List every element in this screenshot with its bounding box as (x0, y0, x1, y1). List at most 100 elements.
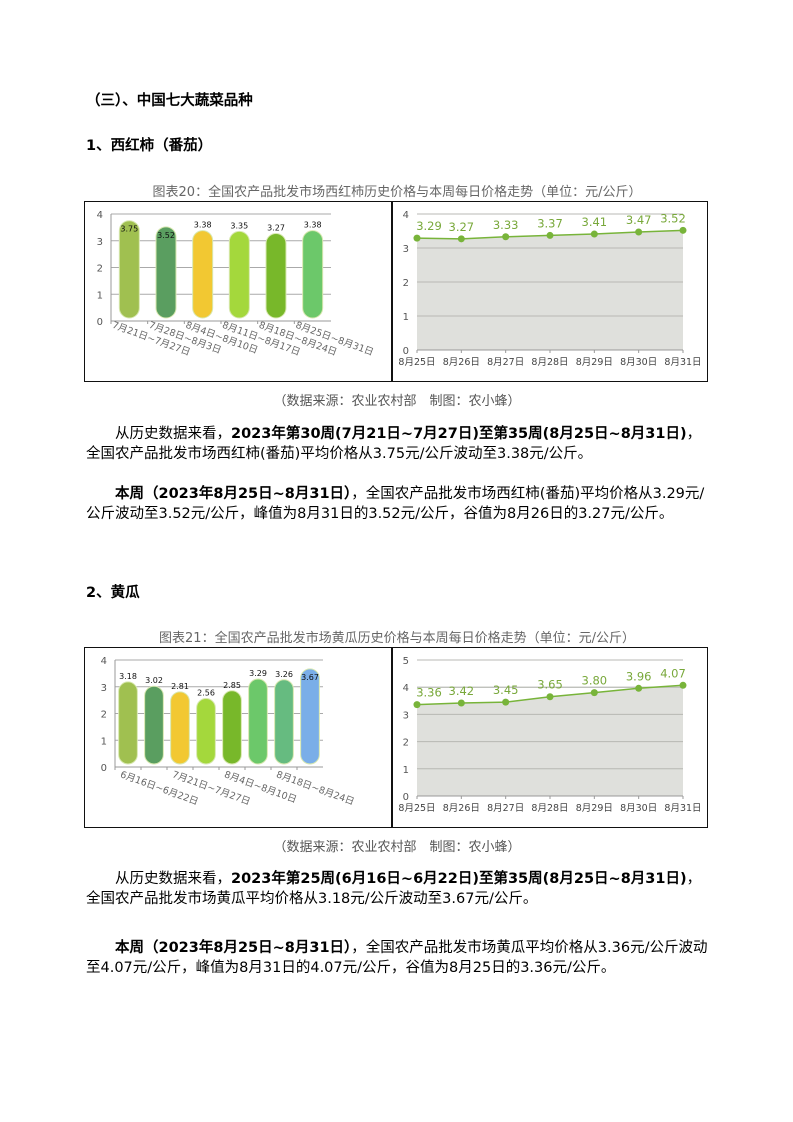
bar (302, 230, 324, 319)
point-value-label: 4.07 (660, 666, 686, 680)
y-tick-label: 3 (101, 683, 107, 694)
point-value-label: 3.96 (626, 669, 652, 683)
x-tick-label: 8月31日 (664, 357, 701, 368)
y-tick-label: 3 (403, 710, 409, 721)
data-point (457, 235, 465, 243)
bold-text: 2023年第30周(7月21日~7月27日)至第35周(8月25日~8月31日) (231, 426, 687, 442)
x-tick-label: 8月29日 (576, 803, 613, 814)
data-point (635, 684, 643, 692)
y-tick-label: 5 (403, 656, 409, 667)
cucumber-bar-chart: 012343.186月16日~6月22日3.022.817月21日~7月27日2… (101, 656, 356, 808)
data-point (413, 701, 421, 709)
y-tick-label: 3 (97, 237, 103, 248)
point-value-label: 3.45 (493, 683, 519, 697)
bar-value-label: 3.38 (304, 221, 322, 230)
data-point (502, 233, 510, 241)
x-tick-label: 8月26日 (443, 803, 480, 814)
tomato-bar-chart: 012343.757月21日~7月27日3.527月28日~8月3日3.388月… (97, 210, 375, 358)
x-tick-label: 8月29日 (576, 357, 613, 368)
bar (170, 691, 190, 765)
x-tick-label: 8月30日 (620, 803, 657, 814)
cucumber-week-paragraph: 本周（2023年8月25日~8月31日），全国农产品批发市场黄瓜平均价格从3.3… (86, 938, 708, 978)
area-fill (417, 685, 683, 796)
bar-value-label: 2.85 (223, 681, 241, 690)
y-tick-label: 2 (101, 710, 107, 721)
x-tick-label: 8月31日 (664, 803, 701, 814)
point-value-label: 3.41 (582, 215, 608, 229)
x-tick-label: 8月28日 (531, 357, 568, 368)
text: ，全国农产品批发市场黄瓜平均价格从3.36元/公斤波动至4.07元/公斤，峰值为… (86, 940, 708, 976)
chart-divider (391, 648, 393, 827)
point-value-label: 3.37 (537, 216, 563, 230)
bar (274, 679, 294, 765)
tomato-chart-caption: 图表20：全国农产品批发市场西红柿历史价格与本周每日价格走势（单位：元/公斤） (152, 185, 642, 200)
data-point (590, 230, 598, 238)
bar (222, 690, 242, 765)
y-tick-label: 1 (403, 765, 409, 776)
text: 从历史数据来看， (115, 871, 231, 887)
bar-value-label: 3.02 (145, 676, 163, 685)
tomato-line-chart: 0 1 2 3 4 3.29 8月25日 3.27 8月26日 3.33 8月27日 3.37 8月28… (398, 210, 701, 368)
bar-value-label: 2.56 (197, 689, 215, 698)
x-tick-label: 8月27日 (487, 803, 524, 814)
y-tick-label: 3 (403, 244, 409, 255)
tomato-history-paragraph: 从历史数据来看，2023年第30周(7月21日~7月27日)至第35周(8月25… (86, 424, 708, 464)
bar (155, 226, 177, 319)
bar (192, 230, 214, 319)
point-value-label: 3.52 (660, 211, 686, 225)
data-point (457, 699, 465, 707)
bar (118, 220, 140, 319)
point-value-label: 3.65 (537, 678, 563, 692)
data-point (546, 231, 554, 239)
point-value-label: 3.80 (582, 674, 608, 688)
bold-text: 本周（2023年8月25日~8月31日） (115, 940, 352, 956)
tomato-heading: 1、西红柿（番茄） (86, 138, 213, 154)
tomato-chart-box: 0 1 2 3 4 3.75 7月21日~7月27日 3.52 7月28日~8月3日 3.38 8月… (84, 201, 708, 382)
x-tick-label: 8月27日 (487, 357, 524, 368)
bold-text: 本周（2023年8月25日~8月31日） (115, 486, 352, 502)
bar-value-label: 3.38 (194, 221, 212, 230)
cucumber-heading: 2、黄瓜 (86, 585, 140, 601)
bar (228, 230, 250, 319)
bar (196, 698, 216, 765)
y-tick-label: 4 (101, 656, 107, 667)
y-tick-label: 0 (101, 763, 107, 774)
y-tick-label: 4 (403, 683, 409, 694)
chart-divider (391, 202, 393, 381)
y-tick-label: 1 (97, 290, 103, 301)
area-fill (417, 230, 683, 350)
y-tick-label: 0 (97, 317, 103, 328)
data-point (413, 234, 421, 242)
y-tick-label: 0 (403, 792, 409, 803)
point-value-label: 3.27 (449, 220, 475, 234)
y-tick-label: 4 (97, 210, 103, 221)
y-tick-label: 1 (403, 312, 409, 323)
y-tick-label: 2 (403, 738, 409, 749)
data-point (590, 689, 598, 697)
text: ，全国农产品批发市场西红柿(番茄)平均价格从3.75元/公斤波动至3.38元/公… (86, 426, 702, 462)
bar-value-label: 3.52 (157, 231, 175, 240)
data-point (679, 681, 687, 689)
bar (248, 678, 268, 765)
bar-value-label: 3.67 (301, 673, 319, 682)
bar-value-label: 3.18 (119, 672, 137, 681)
tomato-week-paragraph: 本周（2023年8月25日~8月31日），全国农产品批发市场西红柿(番茄)平均价… (86, 484, 708, 524)
data-point (546, 693, 554, 701)
x-tick-label: 8月25日 (398, 357, 435, 368)
bar (300, 668, 320, 765)
cucumber-chart-caption: 图表21：全国农产品批发市场黄瓜历史价格与本周每日价格走势（单位：元/公斤） (159, 631, 635, 646)
data-point (679, 226, 687, 234)
data-point (502, 698, 510, 706)
tomato-chart-source: （数据来源：农业农村部 制图：农小蜂） (273, 394, 521, 409)
bar (118, 681, 138, 765)
y-tick-label: 0 (403, 346, 409, 357)
text: 从历史数据来看， (115, 426, 231, 442)
x-tick-label: 8月30日 (620, 357, 657, 368)
bar-value-label: 2.81 (171, 682, 189, 691)
cucumber-chart-source: （数据来源：农业农村部 制图：农小蜂） (273, 840, 521, 855)
y-tick-label: 2 (403, 278, 409, 289)
cucumber-history-paragraph: 从历史数据来看，2023年第25周(6月16日~6月22日)至第35周(8月25… (86, 869, 708, 909)
point-value-label: 3.47 (626, 213, 652, 227)
x-tick-label: 8月28日 (531, 803, 568, 814)
bar-value-label: 3.26 (275, 670, 293, 679)
